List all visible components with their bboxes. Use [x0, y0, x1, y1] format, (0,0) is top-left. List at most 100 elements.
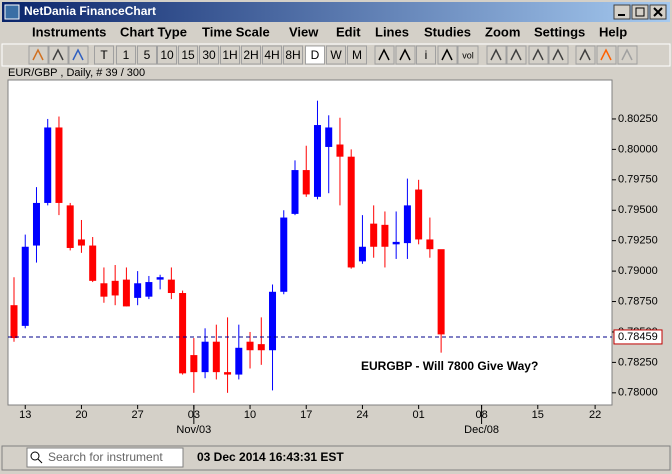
- toolbar-button[interactable]: [437, 45, 458, 65]
- app-icon: [4, 4, 20, 20]
- candle-body: [66, 205, 74, 248]
- candle-body: [212, 341, 220, 373]
- candle-body: [224, 372, 232, 375]
- toolbar-button[interactable]: [457, 45, 479, 65]
- toolbar-label: 10: [160, 48, 174, 62]
- candle-body: [370, 223, 378, 247]
- toolbar-button[interactable]: [596, 45, 617, 65]
- candle-body: [167, 279, 175, 294]
- candle-body: [235, 347, 243, 375]
- window-title: NetDania FinanceChart: [24, 4, 156, 18]
- toolbar-icon: [52, 48, 64, 61]
- toolbar-button[interactable]: [137, 45, 157, 65]
- toolbar-button[interactable]: [486, 45, 507, 65]
- toolbar-button[interactable]: [48, 45, 69, 65]
- candle-body: [269, 291, 277, 351]
- candle-body: [347, 156, 355, 268]
- toolbar-label: 15: [181, 48, 195, 62]
- y-tick-label: 0.79750: [618, 174, 658, 186]
- candle-body: [201, 341, 209, 373]
- maximize-button[interactable]: [631, 4, 649, 20]
- toolbar-label: 4H: [264, 48, 279, 62]
- toolbar-button[interactable]: [94, 45, 114, 65]
- toolbar-button[interactable]: [416, 45, 436, 65]
- toolbar-button[interactable]: [548, 45, 569, 65]
- candle-body: [134, 283, 142, 298]
- candle-body: [392, 241, 400, 245]
- candle-body: [381, 224, 389, 247]
- toolbar-icon: [32, 48, 44, 61]
- candle-body: [415, 189, 423, 240]
- toolbar-button[interactable]: [178, 45, 198, 65]
- candle-body: [325, 127, 333, 147]
- search-icon: [30, 451, 40, 461]
- toolbar-button[interactable]: [506, 45, 527, 65]
- candle-body: [21, 246, 29, 326]
- toolbar-button[interactable]: [347, 45, 367, 65]
- toolbar-button[interactable]: [326, 45, 346, 65]
- toolbar-button[interactable]: [116, 45, 136, 65]
- candle-body: [437, 249, 445, 335]
- search-box[interactable]: [26, 447, 184, 468]
- toolbar-button[interactable]: [575, 45, 596, 65]
- candle-body: [89, 245, 97, 281]
- minimize-button[interactable]: [613, 4, 631, 20]
- search-icon-handle: [37, 458, 43, 464]
- y-tick-label: 0.78750: [618, 295, 658, 307]
- menu-item[interactable]: Settings: [534, 24, 585, 39]
- toolbar-button[interactable]: [241, 45, 261, 65]
- toolbar-label: 1H: [222, 48, 237, 62]
- menu-item[interactable]: Chart Type: [120, 24, 187, 39]
- toolbar-button[interactable]: [305, 45, 325, 65]
- toolbar-button[interactable]: [68, 45, 89, 65]
- menu-item[interactable]: Instruments: [32, 24, 106, 39]
- toolbar-button[interactable]: [395, 45, 416, 65]
- candle-body: [302, 170, 310, 195]
- last-price-label: 0.78459: [618, 331, 658, 343]
- candle-body: [336, 144, 344, 157]
- menu-item[interactable]: Zoom: [485, 24, 520, 39]
- candle-body: [179, 293, 187, 374]
- x-tick-label: 20: [75, 409, 87, 421]
- toolbar-button[interactable]: [157, 45, 177, 65]
- candle-body: [257, 344, 265, 351]
- toolbar-button[interactable]: [28, 45, 49, 65]
- toolbar-button[interactable]: [283, 45, 303, 65]
- menu-item[interactable]: View: [289, 24, 319, 39]
- toolbar-button[interactable]: [220, 45, 240, 65]
- x-tick-label: 27: [132, 409, 144, 421]
- toolbar-label: 8H: [285, 48, 300, 62]
- x-tick-label: 24: [356, 409, 368, 421]
- x-group-label: Dec/08: [464, 424, 499, 436]
- x-tick-label: 13: [19, 409, 31, 421]
- toolbar-label: vol: [462, 50, 474, 60]
- candle-body: [313, 125, 321, 197]
- toolbar-button[interactable]: [262, 45, 282, 65]
- status-time: 03 Dec 2014 16:43:31 EST: [197, 450, 344, 464]
- y-tick-label: 0.78000: [618, 387, 658, 399]
- menu-item[interactable]: Studies: [424, 24, 471, 39]
- toolbar-icon: [490, 48, 502, 61]
- annotation: EURGBP - Will 7800 Give Way?: [361, 359, 538, 373]
- x-group-label: Nov/03: [176, 424, 211, 436]
- toolbar-icon: [510, 48, 522, 61]
- toolbar-button[interactable]: [528, 45, 549, 65]
- toolbar-button[interactable]: [617, 45, 638, 65]
- toolbar-label: M: [352, 48, 362, 62]
- menu-item[interactable]: Edit: [336, 24, 361, 39]
- last-price-box: [613, 329, 663, 345]
- candle-body: [10, 305, 18, 339]
- chart-title: EUR/GBP , Daily, # 39 / 300: [8, 67, 145, 79]
- toolbar-button[interactable]: [374, 45, 395, 65]
- toolbar-icon: [399, 48, 411, 61]
- candle-body: [190, 355, 198, 373]
- toolbar-label: 1: [123, 48, 130, 62]
- menu-item[interactable]: Time Scale: [202, 24, 270, 39]
- menu-item[interactable]: Help: [599, 24, 627, 39]
- toolbar-label: 5: [144, 48, 151, 62]
- y-tick-label: 0.78250: [618, 356, 658, 368]
- toolbar-icon: [579, 48, 591, 61]
- toolbar-button[interactable]: [199, 45, 219, 65]
- menu-item[interactable]: Lines: [375, 24, 409, 39]
